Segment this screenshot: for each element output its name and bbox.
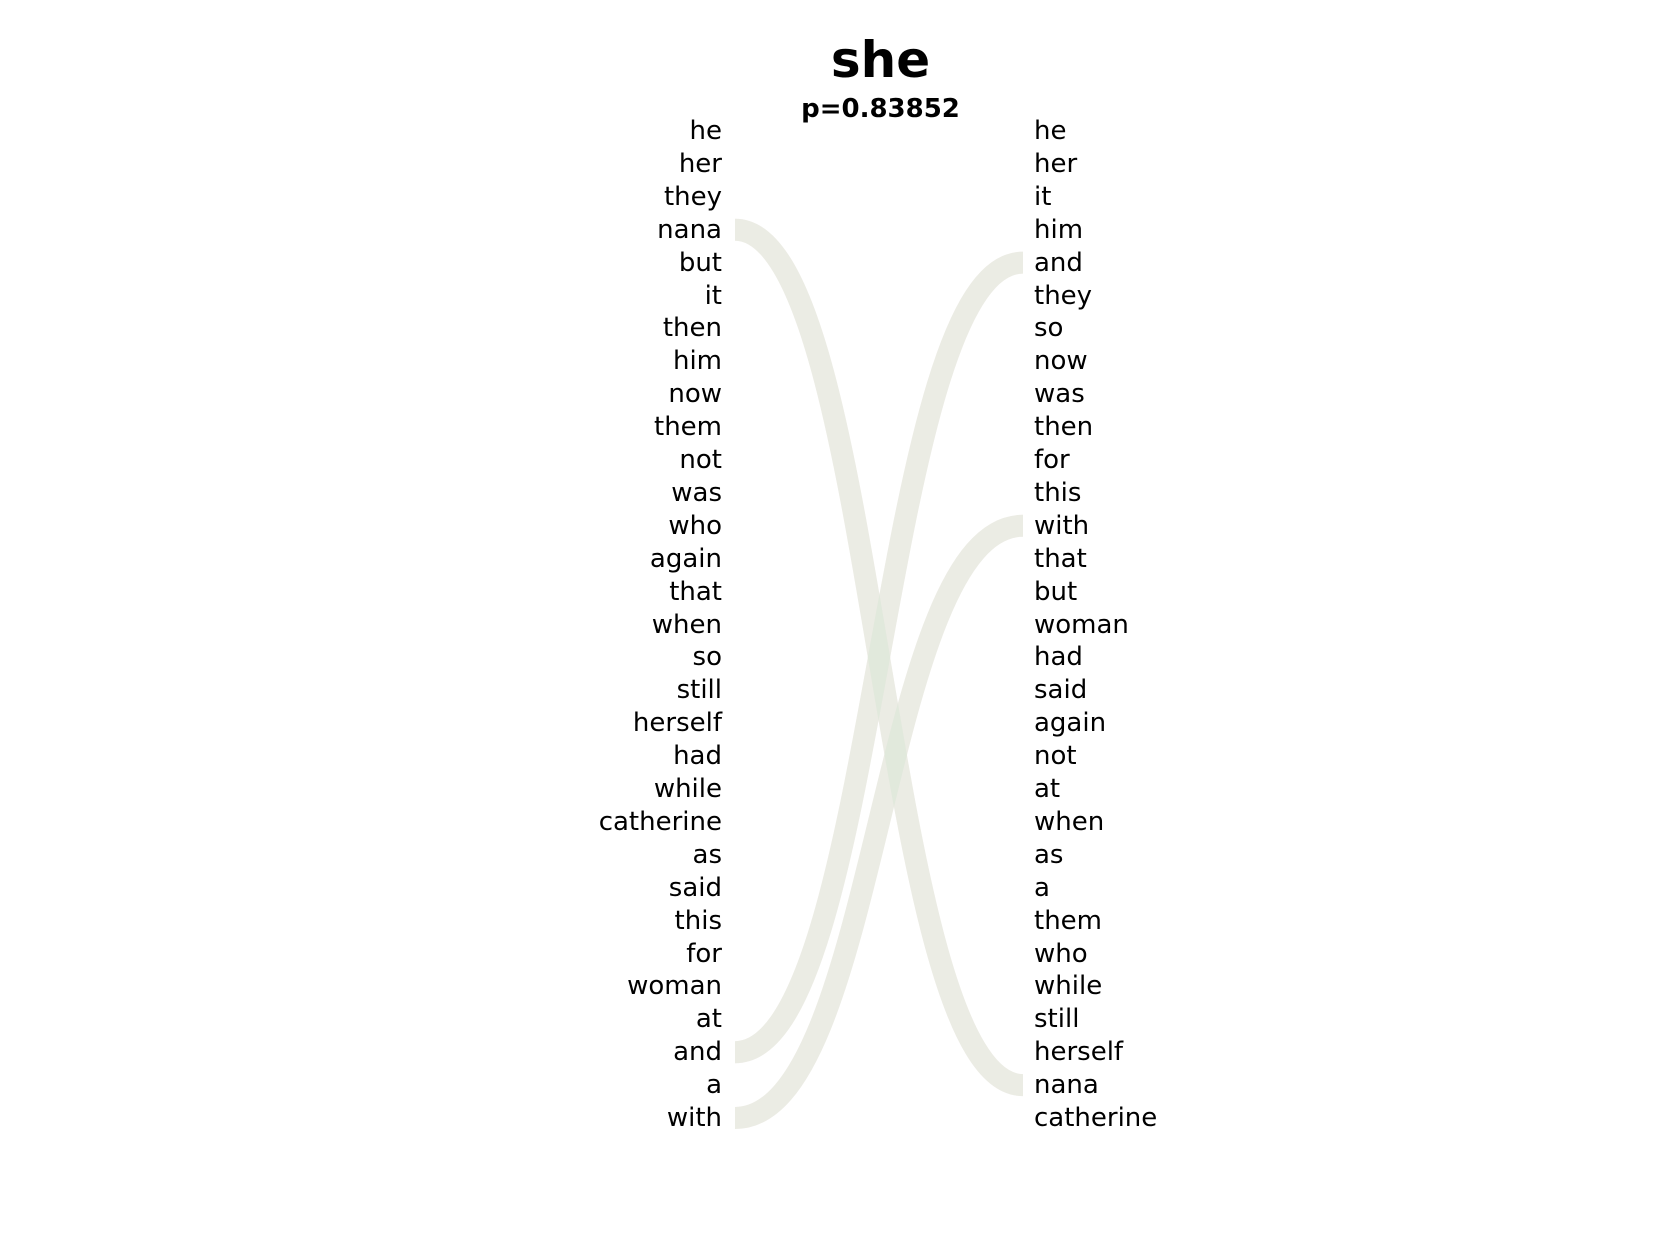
left-word-said: said	[668, 872, 722, 903]
left-word-with: with	[666, 1103, 722, 1133]
right-word-he: he	[1034, 116, 1067, 146]
left-word-him: him	[672, 346, 722, 377]
right-word-it: it	[1034, 181, 1052, 212]
left-word-woman: woman	[627, 971, 722, 1002]
left-word-it: it	[704, 280, 722, 311]
left-word-and: and	[673, 1037, 722, 1068]
link-curve-left-nana	[733, 218, 1025, 1097]
link-curve-right-nana	[733, 218, 1025, 1097]
right-word-when: when	[1034, 806, 1105, 837]
left-word-now: now	[668, 379, 722, 410]
right-word-catherine: catherine	[1034, 1103, 1158, 1133]
left-word-then: then	[662, 313, 722, 344]
right-word-had: had	[1034, 642, 1083, 673]
right-word-her: her	[1034, 148, 1078, 179]
left-word-not: not	[679, 445, 722, 475]
right-word-now: now	[1034, 346, 1088, 377]
diagram-title: she	[830, 31, 931, 89]
right-word-herself: herself	[1034, 1037, 1124, 1068]
right-word-at: at	[1034, 774, 1061, 804]
link-curve-left-with	[733, 514, 1025, 1129]
right-word-but: but	[1034, 576, 1078, 607]
left-word-he: he	[689, 116, 722, 146]
left-word-who: who	[668, 510, 722, 541]
left-word-a: a	[706, 1070, 722, 1101]
left-word-but: but	[678, 247, 722, 278]
left-word-when: when	[651, 609, 722, 640]
link-curve-right-with	[733, 514, 1025, 1129]
right-word-a: a	[1034, 872, 1050, 903]
left-word-nana: nana	[657, 214, 722, 245]
right-word-him: him	[1034, 214, 1084, 245]
right-word-as: as	[1034, 839, 1064, 870]
left-word-had: had	[673, 741, 722, 772]
left-word-they: they	[663, 181, 722, 212]
right-word-and: and	[1034, 247, 1083, 278]
left-word-again: again	[649, 543, 722, 574]
left-word-her: her	[678, 148, 722, 179]
left-word-catherine: catherine	[598, 806, 722, 837]
probability-subtitle: p=0.83852	[801, 94, 960, 124]
link-curve-left-and	[733, 251, 1025, 1064]
right-word-they: they	[1034, 280, 1093, 311]
right-word-was: was	[1034, 379, 1085, 410]
right-word-for: for	[1034, 445, 1070, 475]
left-word-so: so	[692, 642, 722, 673]
right-word-that: that	[1034, 543, 1087, 574]
left-word-herself: herself	[632, 708, 722, 739]
right-word-who: who	[1034, 938, 1088, 969]
right-word-them: them	[1034, 905, 1102, 936]
right-word-said: said	[1034, 675, 1088, 706]
right-word-so: so	[1034, 313, 1064, 344]
left-word-for: for	[686, 938, 722, 969]
right-word-with: with	[1034, 510, 1090, 541]
link-curve-right-and	[733, 251, 1025, 1064]
left-word-them: them	[654, 412, 722, 443]
left-word-was: was	[671, 477, 722, 508]
left-word-while: while	[653, 774, 722, 804]
right-word-again: again	[1034, 708, 1107, 739]
left-word-that: that	[669, 576, 722, 607]
right-word-not: not	[1034, 741, 1077, 772]
left-word-this: this	[674, 905, 722, 936]
right-word-then: then	[1034, 412, 1094, 443]
right-word-nana: nana	[1034, 1070, 1099, 1101]
right-word-this: this	[1034, 477, 1082, 508]
right-word-woman: woman	[1034, 609, 1129, 640]
left-word-as: as	[692, 839, 722, 870]
right-word-while: while	[1034, 971, 1103, 1002]
right-word-still: still	[1034, 1004, 1080, 1035]
left-word-still: still	[676, 675, 722, 706]
left-word-at: at	[695, 1004, 722, 1035]
